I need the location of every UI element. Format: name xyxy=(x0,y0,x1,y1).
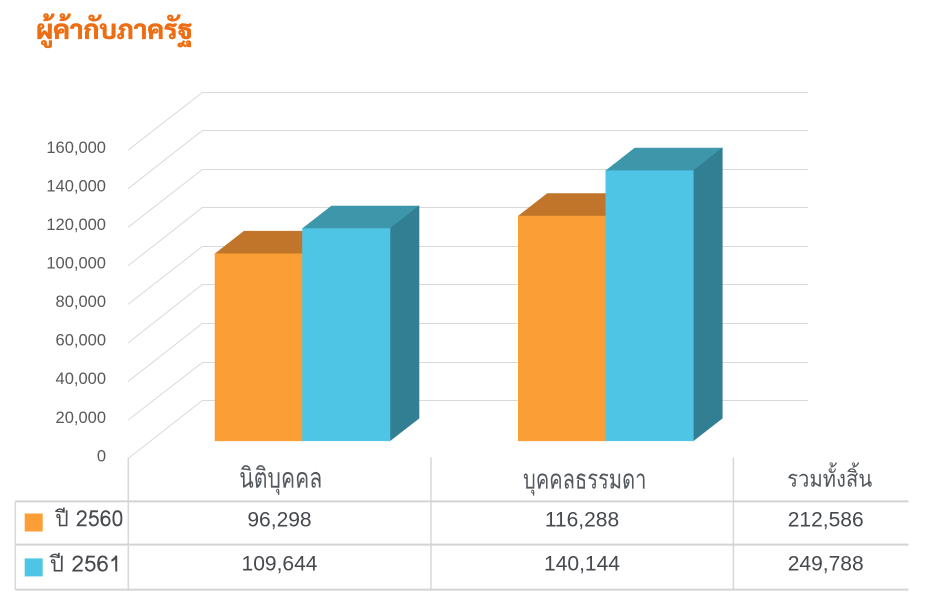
svg-text:40,000: 40,000 xyxy=(56,370,106,388)
svg-text:0: 0 xyxy=(97,447,106,465)
svg-text:140,144: 140,144 xyxy=(544,553,620,576)
svg-text:80,000: 80,000 xyxy=(56,293,106,311)
svg-text:109,644: 109,644 xyxy=(242,553,318,576)
svg-text:140,000: 140,000 xyxy=(46,178,106,196)
svg-text:60,000: 60,000 xyxy=(56,332,106,350)
svg-text:20,000: 20,000 xyxy=(56,409,106,427)
svg-text:96,298: 96,298 xyxy=(247,508,311,531)
svg-text:160,000: 160,000 xyxy=(46,139,106,157)
svg-text:249,788: 249,788 xyxy=(788,553,864,576)
svg-text:100,000: 100,000 xyxy=(46,255,106,273)
svg-text:120,000: 120,000 xyxy=(46,216,106,234)
svg-text:212,586: 212,586 xyxy=(788,508,864,531)
svg-text:116,288: 116,288 xyxy=(545,508,619,531)
